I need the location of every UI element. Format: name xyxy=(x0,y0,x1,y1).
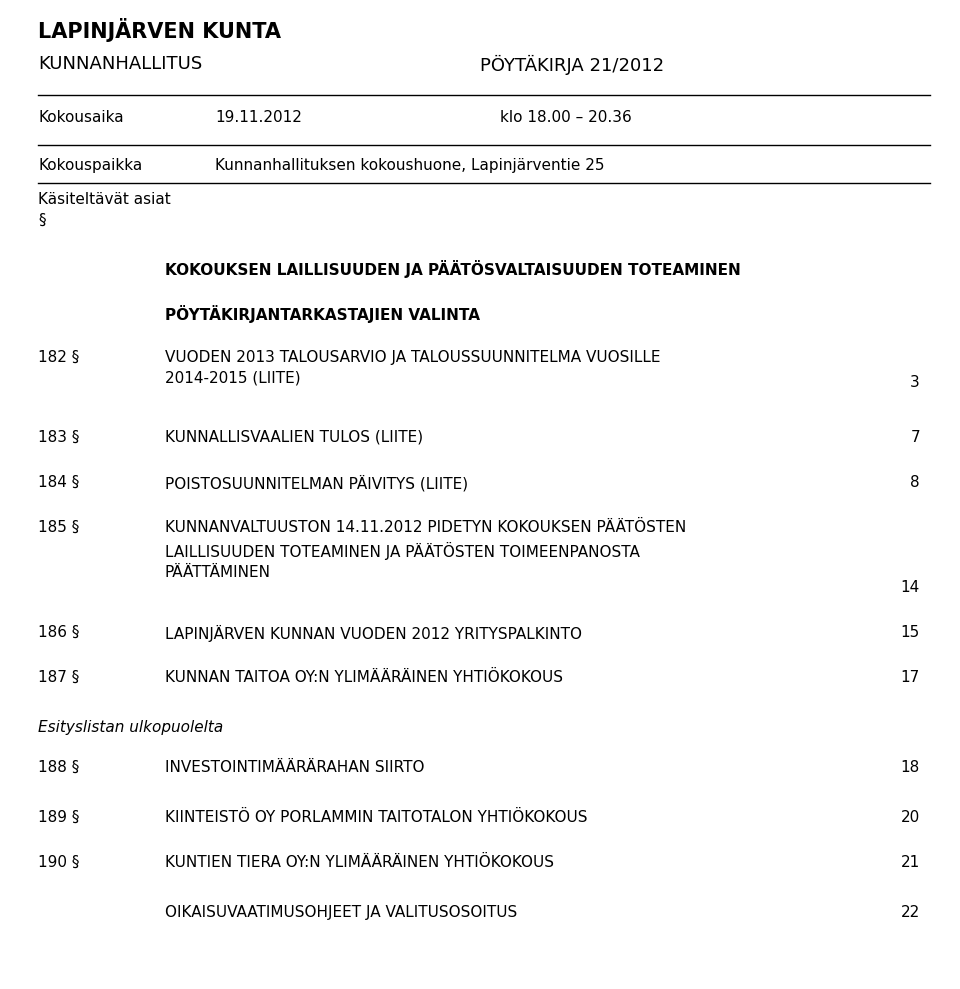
Text: KUNTIEN TIERA OY:N YLIMÄÄRÄINEN YHTIÖKOKOUS: KUNTIEN TIERA OY:N YLIMÄÄRÄINEN YHTIÖKOK… xyxy=(165,855,554,870)
Text: INVESTOINTIMÄÄRÄRAHAN SIIRTO: INVESTOINTIMÄÄRÄRAHAN SIIRTO xyxy=(165,760,424,775)
Text: 182 §: 182 § xyxy=(38,350,80,365)
Text: KOKOUKSEN LAILLISUUDEN JA PÄÄTÖSVALTAISUUDEN TOTEAMINEN: KOKOUKSEN LAILLISUUDEN JA PÄÄTÖSVALTAISU… xyxy=(165,260,741,278)
Text: Esityslistan ulkopuolelta: Esityslistan ulkopuolelta xyxy=(38,720,224,735)
Text: LAPINJÄRVEN KUNNAN VUODEN 2012 YRITYSPALKINTO: LAPINJÄRVEN KUNNAN VUODEN 2012 YRITYSPAL… xyxy=(165,625,582,642)
Text: PÖYTÄKIRJA 21/2012: PÖYTÄKIRJA 21/2012 xyxy=(480,55,664,75)
Text: VUODEN 2013 TALOUSARVIO JA TALOUSSUUNNITELMA VUOSILLE
2014-2015 (LIITE): VUODEN 2013 TALOUSARVIO JA TALOUSSUUNNIT… xyxy=(165,350,660,386)
Text: §: § xyxy=(38,213,46,228)
Text: 186 §: 186 § xyxy=(38,625,80,640)
Text: 188 §: 188 § xyxy=(38,760,80,775)
Text: 8: 8 xyxy=(910,475,920,490)
Text: KUNNAN TAITOA OY:N YLIMÄÄRÄINEN YHTIÖKOKOUS: KUNNAN TAITOA OY:N YLIMÄÄRÄINEN YHTIÖKOK… xyxy=(165,670,563,685)
Text: 18: 18 xyxy=(900,760,920,775)
Text: 15: 15 xyxy=(900,625,920,640)
Text: 187 §: 187 § xyxy=(38,670,80,685)
Text: POISTOSUUNNITELMAN PÄIVITYS (LIITE): POISTOSUUNNITELMAN PÄIVITYS (LIITE) xyxy=(165,475,468,492)
Text: 7: 7 xyxy=(910,430,920,445)
Text: 19.11.2012: 19.11.2012 xyxy=(215,110,301,125)
Text: PÖYTÄKIRJANTARKASTAJIEN VALINTA: PÖYTÄKIRJANTARKASTAJIEN VALINTA xyxy=(165,305,480,323)
Text: LAPINJÄRVEN KUNTA: LAPINJÄRVEN KUNTA xyxy=(38,18,281,42)
Text: KUNNALLISVAALIEN TULOS (LIITE): KUNNALLISVAALIEN TULOS (LIITE) xyxy=(165,430,423,445)
Text: KUNNANHALLITUS: KUNNANHALLITUS xyxy=(38,55,203,73)
Text: 184 §: 184 § xyxy=(38,475,80,490)
Text: Kunnanhallituksen kokoushuone, Lapinjärventie 25: Kunnanhallituksen kokoushuone, Lapinjärv… xyxy=(215,158,605,173)
Text: Kokouspaikka: Kokouspaikka xyxy=(38,158,142,173)
Text: 20: 20 xyxy=(900,810,920,825)
Text: 14: 14 xyxy=(900,580,920,595)
Text: Kokousaika: Kokousaika xyxy=(38,110,124,125)
Text: 22: 22 xyxy=(900,905,920,920)
Text: 190 §: 190 § xyxy=(38,855,80,870)
Text: KIINTEISTÖ OY PORLAMMIN TAITOTALON YHTIÖKOKOUS: KIINTEISTÖ OY PORLAMMIN TAITOTALON YHTIÖ… xyxy=(165,810,588,825)
Text: OIKAISUVAATIMUSOHJEET JA VALITUSOSOITUS: OIKAISUVAATIMUSOHJEET JA VALITUSOSOITUS xyxy=(165,905,517,920)
Text: 21: 21 xyxy=(900,855,920,870)
Text: klo 18.00 – 20.36: klo 18.00 – 20.36 xyxy=(500,110,632,125)
Text: KUNNANVALTUUSTON 14.11.2012 PIDETYN KOKOUKSEN PÄÄTÖSTEN
LAILLISUUDEN TOTEAMINEN : KUNNANVALTUUSTON 14.11.2012 PIDETYN KOKO… xyxy=(165,520,686,581)
Text: 3: 3 xyxy=(910,375,920,390)
Text: Käsiteltävät asiat: Käsiteltävät asiat xyxy=(38,192,171,207)
Text: 183 §: 183 § xyxy=(38,430,80,445)
Text: 189 §: 189 § xyxy=(38,810,80,825)
Text: 185 §: 185 § xyxy=(38,520,80,535)
Text: 17: 17 xyxy=(900,670,920,685)
